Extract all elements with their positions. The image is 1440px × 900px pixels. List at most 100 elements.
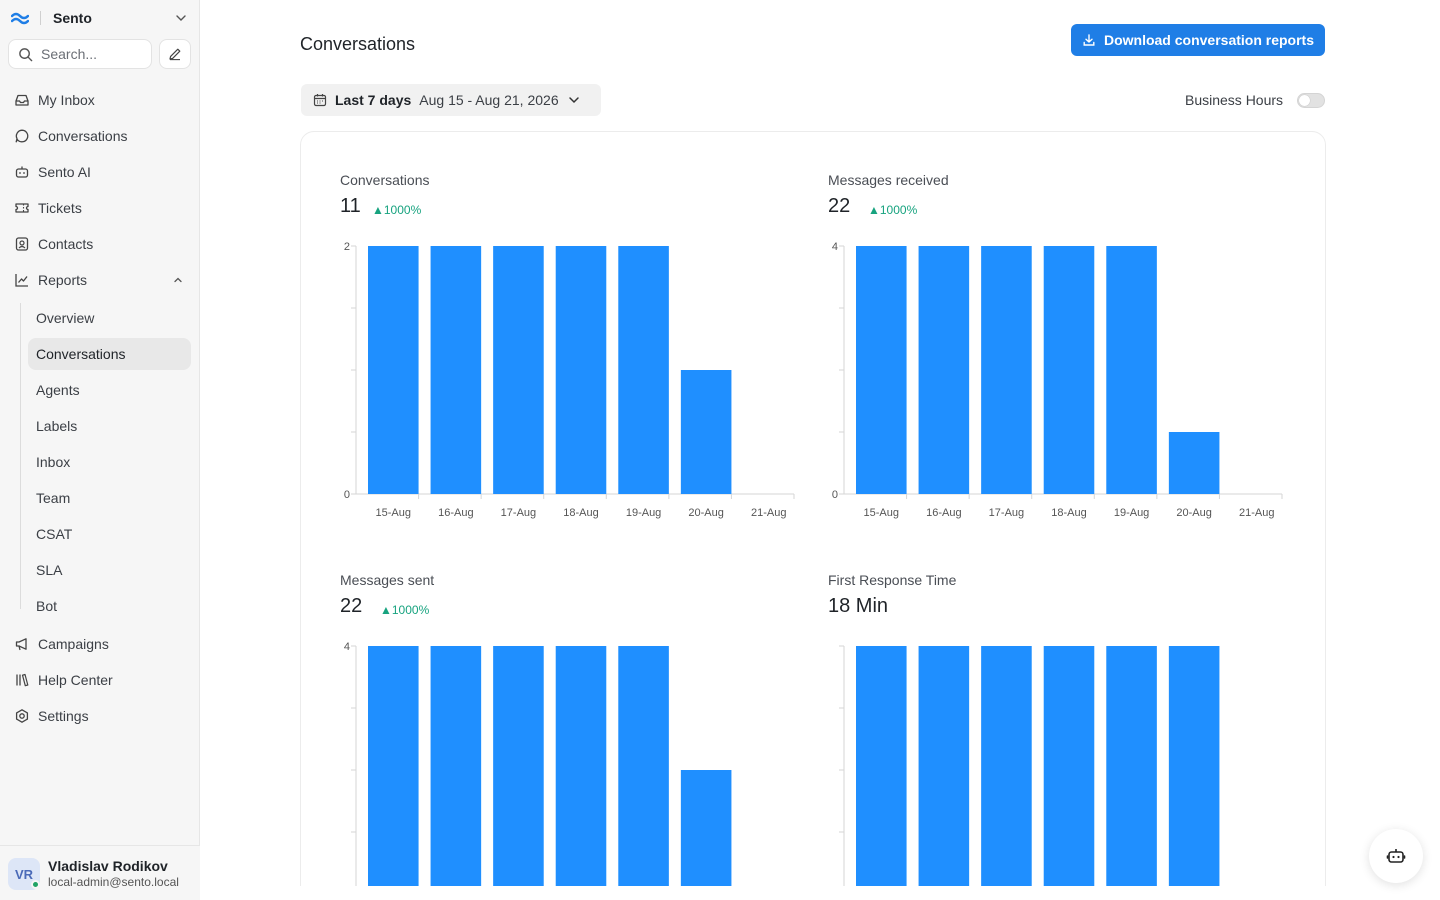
chart-line-icon	[15, 274, 28, 287]
pencil-icon	[169, 48, 181, 61]
x-tick-label: 16-Aug	[438, 507, 473, 519]
nav-item-tickets[interactable]: Tickets	[8, 192, 192, 224]
nav-item-sento-ai[interactable]: Sento AI	[8, 156, 192, 188]
bar	[555, 246, 607, 494]
nav-item-label: Conversations	[38, 128, 128, 144]
date-range-picker[interactable]: Last 7 days Aug 15 - Aug 21, 2026	[301, 84, 601, 116]
chevron-down-icon	[176, 15, 186, 21]
bar	[680, 370, 732, 494]
report-nav-label: Inbox	[36, 454, 71, 470]
date-range-value: Aug 15 - Aug 21, 2026	[419, 92, 559, 108]
bar	[1106, 246, 1157, 494]
user-email: local-admin@sento.local	[48, 875, 179, 889]
business-hours-label: Business Hours	[1185, 92, 1284, 108]
metric-value: 22	[340, 595, 363, 617]
report-nav-overview[interactable]: Overview	[28, 302, 191, 334]
library-icon	[16, 673, 29, 687]
bar	[368, 646, 419, 894]
contact-icon	[15, 237, 29, 251]
y-tick-label: 2	[344, 241, 350, 253]
nav-item-label: Settings	[38, 708, 89, 724]
bar	[368, 246, 419, 494]
bar	[981, 646, 1032, 894]
user-profile[interactable]: VR Vladislav Rodikov local-admin@sento.l…	[0, 845, 200, 900]
chevron-up-icon	[174, 277, 182, 283]
report-nav-labels[interactable]: Labels	[28, 410, 191, 442]
download-reports-button[interactable]: Download conversation reports	[1071, 24, 1325, 56]
metric-title: Messages received	[828, 172, 949, 188]
report-nav-sla[interactable]: SLA	[28, 554, 191, 586]
bar	[1106, 646, 1157, 894]
metric-trend: ▲1000%	[372, 203, 422, 217]
nav-item-reports[interactable]: Reports	[8, 264, 192, 296]
metric-trend: ▲1000%	[380, 603, 430, 617]
report-nav-inbox[interactable]: Inbox	[28, 446, 191, 478]
chevron-down-icon	[568, 97, 579, 104]
bot-icon	[15, 166, 29, 178]
download-button-label: Download conversation reports	[1103, 32, 1315, 48]
nav-item-label: Contacts	[38, 236, 94, 252]
x-tick-label: 18-Aug	[563, 507, 598, 519]
nav-item-label: Help Center	[38, 672, 113, 688]
bot-icon	[1386, 849, 1406, 863]
x-tick-label: 15-Aug	[376, 507, 411, 519]
report-nav-bot[interactable]: Bot	[28, 590, 191, 622]
report-nav-team[interactable]: Team	[28, 482, 191, 514]
metric-title: Conversations	[340, 172, 430, 188]
bar	[555, 646, 607, 894]
bar	[981, 246, 1032, 494]
avatar: VR	[8, 858, 40, 890]
nav-item-settings[interactable]: Settings	[8, 700, 192, 732]
brand-separator	[40, 11, 41, 25]
search-box[interactable]	[8, 39, 152, 69]
business-hours-toggle[interactable]	[1297, 93, 1325, 108]
metric-value: 18 Min	[828, 595, 889, 617]
nav-item-help-center[interactable]: Help Center	[8, 664, 192, 696]
report-nav-label: Overview	[36, 310, 95, 326]
assistant-launcher-button[interactable]	[1369, 829, 1423, 883]
bar	[680, 770, 732, 894]
x-tick-label: 20-Aug	[1176, 507, 1211, 519]
calendar-icon	[313, 94, 327, 107]
bar	[618, 646, 669, 894]
nav-item-label: My Inbox	[38, 92, 95, 108]
bar	[618, 246, 669, 494]
x-tick-label: 17-Aug	[989, 507, 1024, 519]
y-tick-label: 4	[344, 641, 350, 653]
toggle-knob	[1299, 95, 1310, 106]
report-nav-label: SLA	[36, 562, 63, 578]
y-tick-label: 4	[832, 241, 838, 253]
brand-logo-icon	[11, 12, 29, 25]
nav-item-campaigns[interactable]: Campaigns	[8, 628, 192, 660]
metric-title: First Response Time	[828, 572, 957, 588]
messages-sent-bar-chart: 415-Aug16-Aug17-Aug18-Aug19-Aug20-Aug21-…	[344, 641, 795, 899]
report-nav-conversations[interactable]: Conversations	[28, 338, 191, 370]
reports-tree-line	[20, 303, 21, 609]
nav-item-contacts[interactable]: Contacts	[8, 228, 192, 260]
x-tick-label: 19-Aug	[1114, 507, 1149, 519]
bar	[918, 246, 970, 494]
compose-button[interactable]	[159, 39, 191, 69]
bar	[856, 246, 907, 494]
search-input[interactable]	[41, 46, 141, 62]
x-tick-label: 17-Aug	[501, 507, 536, 519]
metric-value: 11	[340, 195, 361, 217]
workspace-name: Sento	[53, 10, 92, 26]
report-nav-label: Conversations	[36, 346, 126, 362]
date-range-label: Last 7 days	[335, 92, 412, 108]
report-nav-csat[interactable]: CSAT	[28, 518, 191, 550]
nav-item-my-inbox[interactable]: My Inbox	[8, 84, 192, 116]
bar	[430, 646, 482, 894]
inbox-icon	[15, 94, 29, 106]
nav-item-label: Tickets	[38, 200, 82, 216]
report-nav-label: Labels	[36, 418, 78, 434]
x-tick-label: 19-Aug	[626, 507, 661, 519]
x-tick-label: 16-Aug	[926, 507, 961, 519]
megaphone-icon	[15, 638, 27, 651]
bar	[1168, 646, 1220, 894]
report-nav-agents[interactable]: Agents	[28, 374, 191, 406]
nav-item-conversations[interactable]: Conversations	[8, 120, 192, 152]
workspace-switcher[interactable]: Sento	[0, 0, 200, 36]
report-nav-label: Bot	[36, 598, 58, 614]
